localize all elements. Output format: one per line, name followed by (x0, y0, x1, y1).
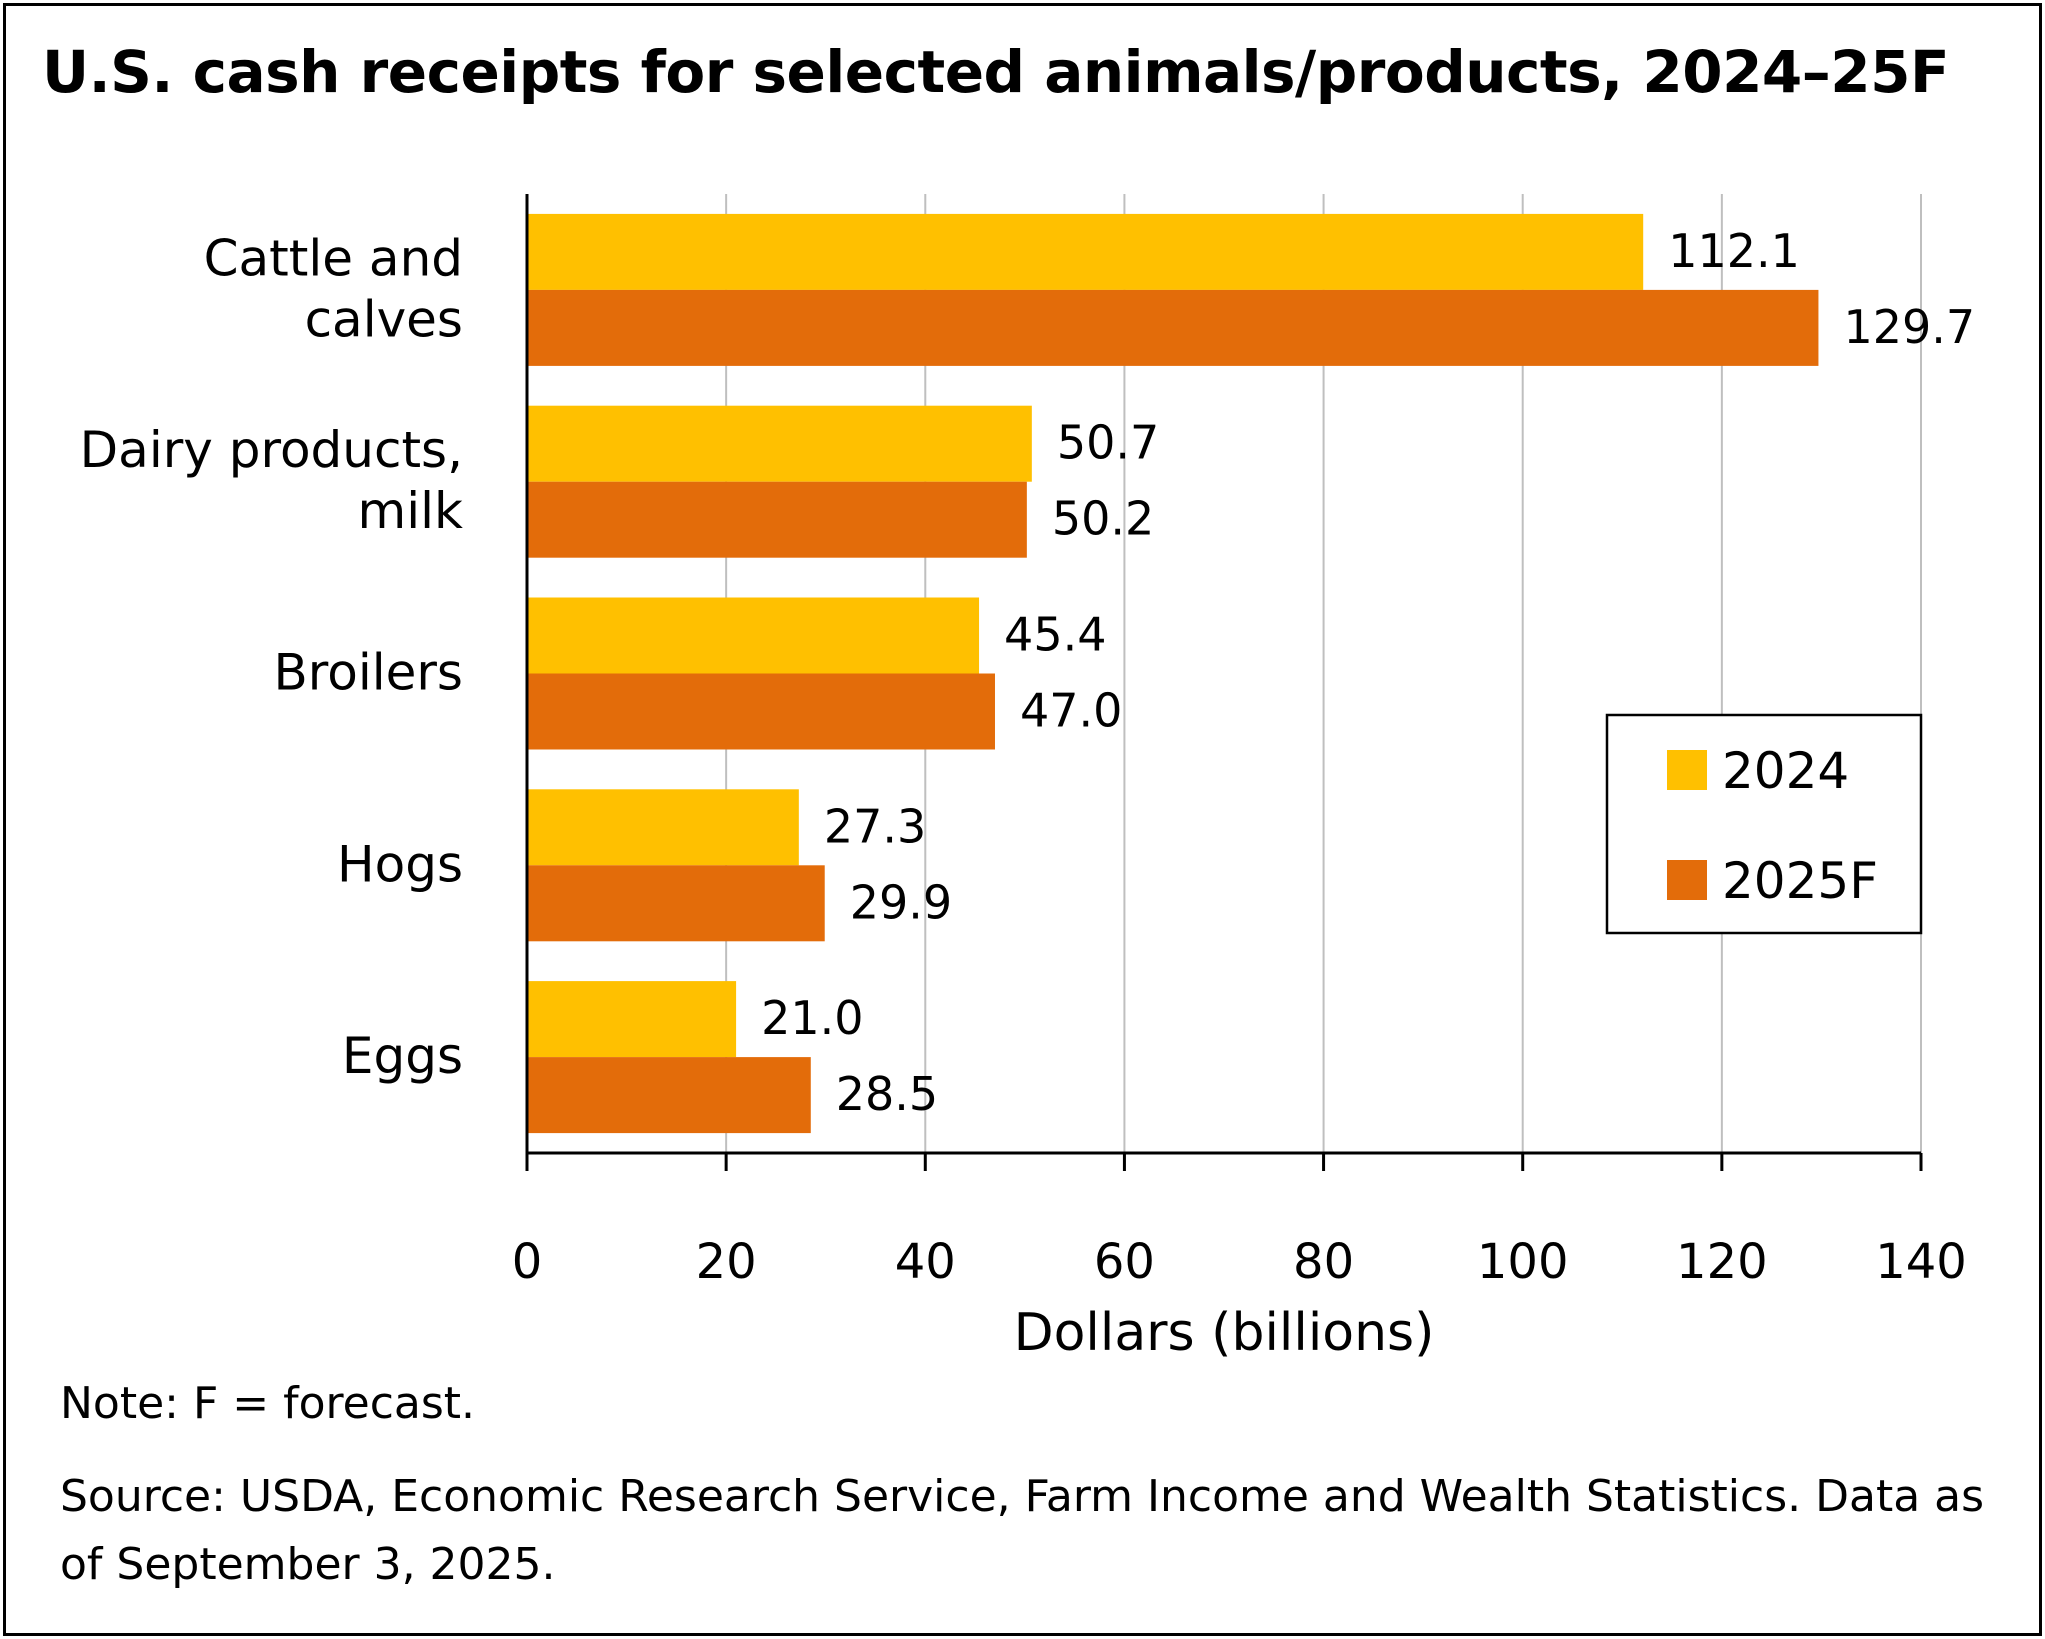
bar-2024 (527, 405, 1032, 482)
data-label: 28.5 (836, 1067, 938, 1121)
data-label: 50.7 (1057, 416, 1159, 470)
legend-swatch-2025f (1667, 860, 1707, 900)
x-tick-label: 20 (696, 1234, 757, 1290)
data-label: 47.0 (1020, 684, 1122, 738)
category-label: Eggs (342, 1027, 463, 1085)
chart-title: U.S. cash receipts for selected animals/… (42, 38, 1950, 106)
bar-2025f (527, 865, 825, 942)
category-label: Broilers (273, 644, 463, 702)
legend-label-2024: 2024 (1722, 742, 1849, 800)
bar-2024 (527, 213, 1644, 290)
x-tick-label: 80 (1293, 1234, 1354, 1290)
chart-source: Source: USDA, Economic Research Service,… (60, 1471, 1985, 1590)
legend-swatch-2024 (1667, 750, 1707, 790)
bar-2025f (527, 1057, 811, 1134)
x-tick-label: 120 (1676, 1234, 1768, 1290)
data-label: 29.9 (850, 875, 952, 929)
bar-2024 (527, 981, 737, 1058)
data-label: 27.3 (824, 799, 926, 853)
category-label: Hogs (337, 835, 463, 893)
bar-2025f (527, 481, 1027, 558)
x-tick-label: 40 (895, 1234, 956, 1290)
data-label: 45.4 (1004, 608, 1106, 662)
data-label: 21.0 (761, 991, 863, 1045)
legend-label-2025f: 2025F (1722, 852, 1878, 910)
x-tick-label: 0 (512, 1234, 543, 1290)
data-label: 50.2 (1052, 492, 1154, 546)
category-label: Dairy products, milk (80, 421, 463, 540)
data-label: 112.1 (1668, 224, 1800, 278)
bar-2024 (527, 597, 980, 674)
x-tick-label: 140 (1875, 1234, 1967, 1290)
x-tick-label: 100 (1477, 1234, 1569, 1290)
bar-2025f (527, 289, 1819, 366)
data-label: 129.7 (1843, 300, 1975, 354)
legend-box (1605, 713, 1923, 935)
chart-note: Note: F = forecast. (60, 1378, 476, 1429)
category-label: Cattle and calves (204, 229, 463, 348)
x-tick-label: 60 (1094, 1234, 1155, 1290)
bar-2025f (527, 673, 995, 750)
x-axis-title: Dollars (billions) (1014, 1303, 1435, 1363)
bar-2024 (527, 789, 799, 866)
